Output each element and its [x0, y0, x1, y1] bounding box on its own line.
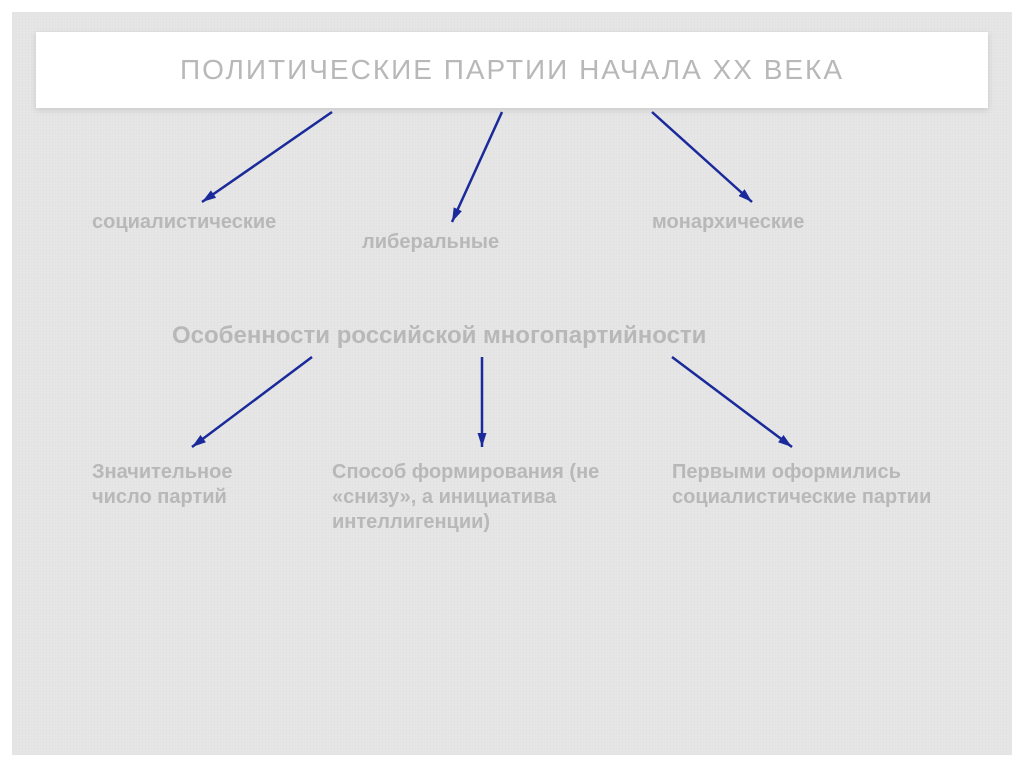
arrows-layer [12, 12, 1012, 755]
group1-label-center: либеральные [362, 230, 562, 255]
slide-title: ПОЛИТИЧЕСКИЕ ПАРТИИ НАЧАЛА ХХ ВЕКА [180, 54, 844, 86]
group1-label-right: монархические [652, 210, 872, 235]
group2-label-right: Первыми оформились социалистические парт… [672, 460, 952, 510]
group2-label-left: Значительное число партий [92, 460, 292, 510]
title-box: ПОЛИТИЧЕСКИЕ ПАРТИИ НАЧАЛА ХХ ВЕКА [36, 32, 988, 108]
slide-subtitle: Особенности российской многопартийности [172, 322, 706, 350]
slide-content: ПОЛИТИЧЕСКИЕ ПАРТИИ НАЧАЛА ХХ ВЕКА социа… [12, 12, 1012, 755]
group1-label-left: социалистические [92, 210, 322, 235]
group2-label-center: Способ формирования (не «снизу», а иници… [332, 460, 632, 535]
